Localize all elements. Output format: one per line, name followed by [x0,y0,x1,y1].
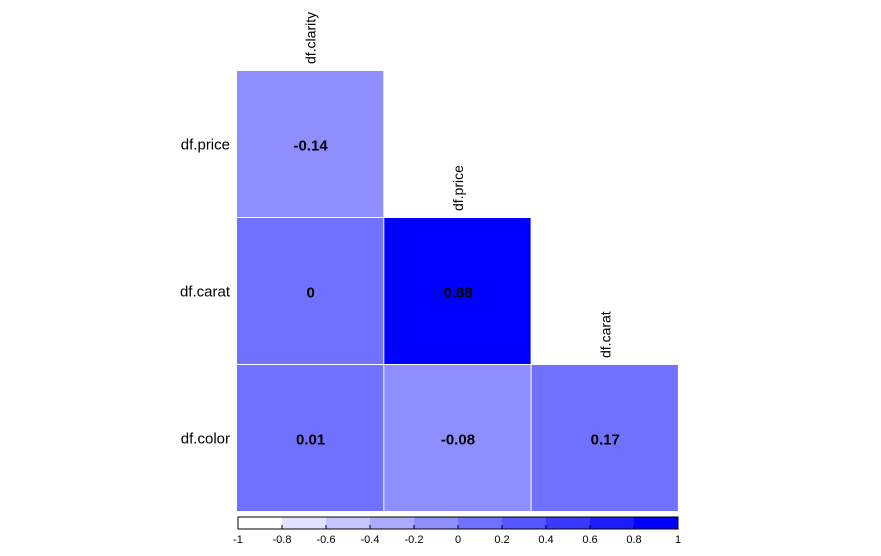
colorbar-segment [370,517,415,529]
colorbar-segment [326,517,371,529]
colorbar-segment [590,517,635,529]
colorbar-tick-label: 1 [675,534,681,546]
colorbar-tick-label: 0.6 [582,534,597,546]
cell-df-color-df-clarity-value: 0.01 [296,432,325,449]
column-label-df-clarity: df.clarity [303,12,319,64]
cell-df-color-df-clarity [237,365,384,511]
column-label-df-price: df.price [450,165,466,211]
column-label-df-carat: df.carat [597,311,613,358]
cell-df-color-df-carat-value: 0.17 [591,432,620,449]
colorbar-tick-label: -0.6 [317,534,336,546]
heatmap-labels: -0.14 0 0.88 0.01 -0.08 0.17 df.price df.carat d… [180,12,620,449]
colorbar-tick-label: 0.8 [626,534,641,546]
cell-df-carat-df-price-value: 0.88 [443,285,472,302]
colorbar-segment [634,517,679,529]
colorbar-tick-label: 0 [455,534,461,546]
colorbar-tick-label: -0.8 [273,534,292,546]
colorbar-segment [458,517,503,529]
row-label-df-carat: df.carat [180,284,231,301]
colorbar-segment [282,517,327,529]
colorbar: -1 -0.8 -0.6 -0.4 -0.2 0 0.2 0.4 0.6 0.8 1 [233,516,681,546]
cell-df-carat-df-price [384,218,531,364]
colorbar-tick-label: 0.2 [494,534,509,546]
cell-df-carat-df-clarity-value: 0 [306,285,314,302]
row-label-df-price: df.price [181,137,230,154]
colorbar-segment [414,517,459,529]
colorbar-segment [238,517,283,529]
heatmap-cells [237,71,678,511]
row-label-df-color: df.color [181,431,230,448]
cell-df-color-df-carat [531,365,678,511]
colorbar-tick-label: -1 [233,534,243,546]
cell-df-color-df-price [384,365,531,511]
cell-df-color-df-price-value: -0.08 [441,432,475,449]
colorbar-tick-label: -0.4 [361,534,380,546]
cell-df-carat-df-clarity [237,218,384,364]
colorbar-segment [502,517,547,529]
colorbar-tick-label: 0.4 [538,534,553,546]
cell-df-price-df-clarity-value: -0.14 [294,138,329,155]
cell-df-price-df-clarity [237,71,384,217]
colorbar-tick-label: -0.2 [405,534,424,546]
colorbar-segment [546,517,591,529]
